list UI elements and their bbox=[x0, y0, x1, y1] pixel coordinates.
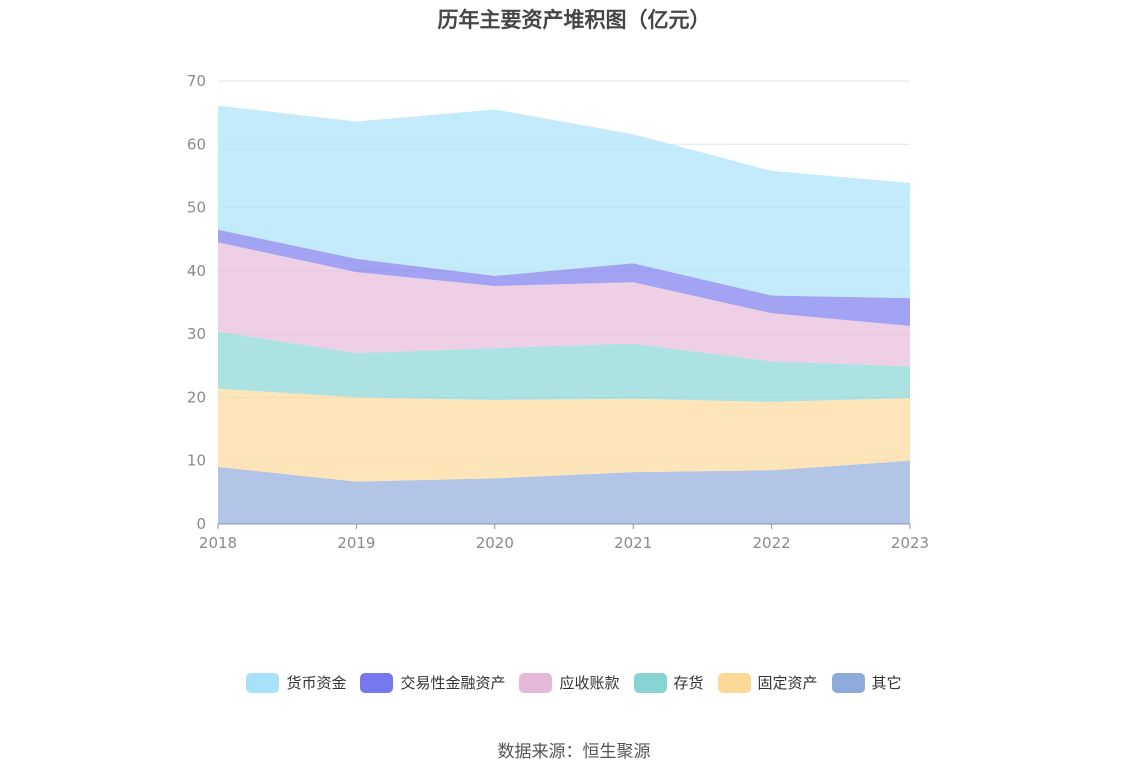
area-存货 bbox=[218, 331, 910, 402]
area-固定资产 bbox=[218, 388, 910, 482]
legend-item[interactable]: 存货 bbox=[633, 672, 704, 693]
legend-swatch bbox=[519, 672, 553, 693]
legend-item[interactable]: 交易性金融资产 bbox=[360, 672, 505, 693]
y-tick-label: 40 bbox=[187, 262, 206, 280]
legend-item[interactable]: 应收账款 bbox=[519, 672, 620, 693]
legend-swatch bbox=[246, 672, 280, 693]
legend-label: 货币资金 bbox=[286, 674, 347, 692]
legend-swatch bbox=[360, 672, 394, 693]
x-tick-label: 2019 bbox=[337, 534, 375, 552]
x-tick-label: 2020 bbox=[476, 534, 514, 552]
legend-label: 固定资产 bbox=[757, 674, 818, 692]
y-tick-label: 0 bbox=[196, 515, 206, 533]
legend-item[interactable]: 其它 bbox=[831, 672, 902, 693]
y-tick-label: 60 bbox=[187, 135, 206, 153]
legend-label: 其它 bbox=[871, 674, 902, 692]
legend-label: 存货 bbox=[673, 674, 704, 692]
legend-item[interactable]: 固定资产 bbox=[717, 672, 818, 693]
legend-swatch bbox=[831, 672, 865, 693]
chart-legend: 货币资金 交易性金融资产 应收账款 存货 固定资产 其它 bbox=[0, 672, 1148, 693]
area-应收账款 bbox=[218, 242, 910, 367]
y-tick-label: 20 bbox=[187, 388, 206, 406]
x-tick-label: 2023 bbox=[891, 534, 929, 552]
legend-swatch bbox=[633, 672, 667, 693]
y-tick-label: 70 bbox=[187, 72, 206, 90]
legend-item[interactable]: 货币资金 bbox=[246, 672, 346, 693]
y-tick-label: 50 bbox=[187, 199, 206, 217]
x-tick-label: 2021 bbox=[614, 534, 652, 552]
x-tick-label: 2022 bbox=[753, 534, 791, 552]
area-货币资金 bbox=[218, 105, 910, 299]
area-交易性金融资产 bbox=[218, 229, 910, 326]
data-source-note: 数据来源：恒生聚源 bbox=[497, 742, 651, 762]
chart-title: 历年主要资产堆积图（亿元） bbox=[437, 8, 711, 32]
legend-label: 交易性金融资产 bbox=[400, 674, 506, 692]
x-tick-label: 2018 bbox=[199, 534, 237, 552]
y-tick-label: 10 bbox=[187, 452, 206, 470]
area-其它 bbox=[218, 460, 910, 524]
legend-label: 应收账款 bbox=[559, 674, 620, 692]
y-tick-label: 30 bbox=[187, 325, 206, 343]
legend-swatch bbox=[717, 672, 751, 693]
